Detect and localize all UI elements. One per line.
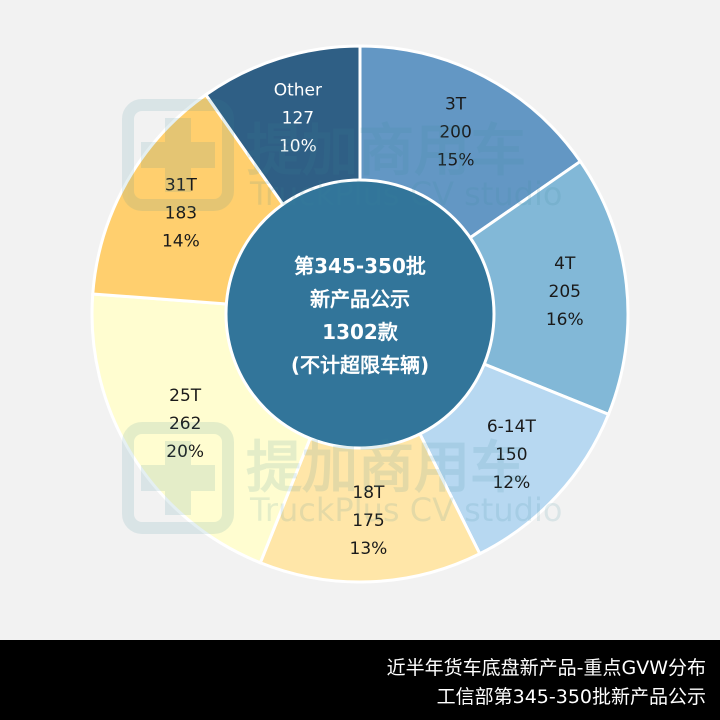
slice-percent: 14% (162, 231, 200, 251)
donut-chart: 3T 200 15%4T 205 16%6-14T 150 12%18T 175 13%25T 2… (90, 44, 630, 584)
slice-label-4t: 4T 205 16% (546, 254, 584, 330)
slice-percent: 20% (166, 442, 204, 462)
center-line-4: (不计超限车辆) (291, 353, 429, 377)
slice-percent: 12% (492, 473, 530, 493)
center-line-3: 1302款 (322, 320, 399, 344)
footer-subtitle: 工信部第345-350批新产品公示 (436, 686, 706, 708)
footer-title: 近半年货车底盘新产品-重点GVW分布 (386, 657, 706, 679)
watermark-subtitle: TruckPlus CV studio (249, 491, 562, 529)
slice-name: 25T (169, 386, 202, 406)
watermark-name: 提加商用车 (246, 436, 526, 501)
slice-name: 6-14T (487, 417, 537, 437)
watermark-name: 提加商用车 (246, 119, 526, 184)
watermark-bottom: 提加商用车 TruckPlus CV studio (122, 422, 562, 534)
slice-name: Other (274, 81, 322, 101)
slice-name: 31T (165, 175, 198, 195)
slice-percent: 13% (350, 539, 388, 559)
slice-name: 4T (554, 254, 576, 274)
slice-label-3t: 3T 200 15% (437, 95, 475, 171)
labels-group: 3T 200 15%4T 205 16%6-14T 150 12%18T 175 13%25T 2… (162, 81, 584, 559)
slice-percent: 16% (546, 310, 584, 330)
slice-label-6-14t: 6-14T 150 12% (487, 417, 537, 493)
watermark-subtitle: TruckPlus CV studio (249, 175, 562, 213)
center-circle (224, 178, 496, 450)
slice-value: 262 (169, 414, 201, 434)
slice-percent: 15% (437, 151, 475, 171)
footer-bar: 近半年货车底盘新产品-重点GVW分布 工信部第345-350批新产品公示 (0, 640, 720, 720)
slice-name: 18T (352, 483, 385, 503)
center-line-1: 第345-350批 (294, 254, 426, 278)
slice-value: 127 (282, 109, 314, 129)
slice-name: 3T (445, 95, 467, 115)
slice-label-18t: 18T 175 13% (350, 483, 388, 559)
pie-slice-4t (356, 159, 630, 417)
slice-value: 175 (352, 511, 384, 531)
slice-value: 205 (549, 282, 581, 302)
slice-label-other: Other 127 10% (274, 81, 322, 157)
center-line-2: 新产品公示 (310, 287, 410, 311)
watermark-top: 提加商用车 TruckPlus CV studio (122, 99, 562, 213)
slice-percent: 10% (279, 137, 317, 157)
slice-label-25t: 25T 262 20% (166, 386, 204, 462)
slice-label-31t: 31T 183 14% (162, 175, 200, 251)
slice-value: 200 (439, 123, 471, 143)
slice-value: 183 (165, 203, 197, 223)
slice-value: 150 (495, 445, 527, 465)
